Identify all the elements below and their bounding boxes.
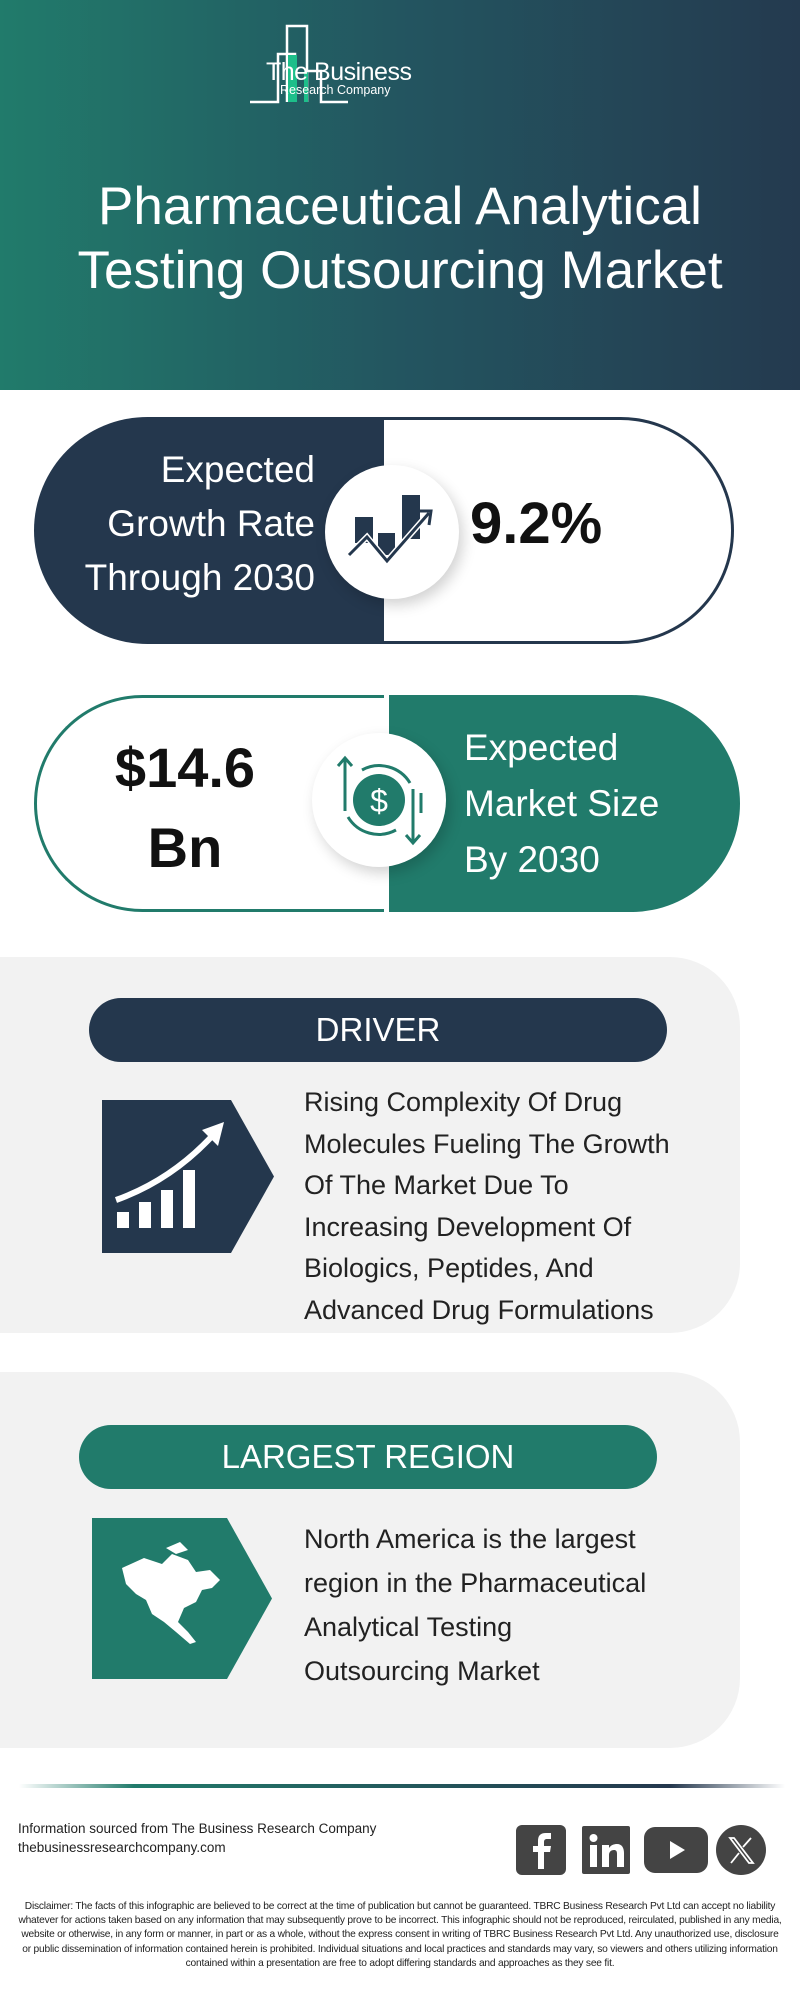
disclaimer-text: Disclaimer: The facts of this infographi… — [18, 1901, 782, 1969]
growth-rate-value: 9.2% — [470, 491, 603, 556]
driver-description: Rising Complexity Of Drug Molecules Fuel… — [304, 1082, 724, 1331]
market-size-label-line: Market Size — [464, 783, 660, 824]
driver-text-line: Of The Market Due To — [304, 1170, 569, 1200]
market-size-label-block — [389, 695, 740, 912]
growth-label-line: Growth Rate — [107, 503, 315, 544]
driver-heading: DRIVER — [89, 998, 667, 1062]
market-size-label-line: Expected — [464, 727, 619, 768]
linkedin-icon[interactable] — [582, 1826, 632, 1876]
x-icon[interactable] — [716, 1825, 766, 1875]
growth-icon-circle — [325, 465, 459, 599]
driver-text-line: Increasing Development Of — [304, 1211, 632, 1242]
youtube-icon[interactable] — [644, 1827, 708, 1873]
region-heading: LARGEST REGION — [79, 1425, 657, 1489]
region-description: North America is the largest region in t… — [304, 1517, 724, 1693]
north-america-map-icon — [122, 1542, 220, 1644]
driver-text-line: Biologics, Peptides, And — [304, 1253, 594, 1283]
growth-label-line: Expected — [160, 449, 315, 490]
source-text: Information sourced from The Business Re… — [18, 1821, 377, 1836]
market-size-icon-circle: $ — [312, 733, 446, 867]
website-link[interactable]: thebusinessresearchcompany.com — [18, 1840, 226, 1855]
driver-text-line: Rising Complexity Of Drug — [304, 1087, 623, 1117]
market-size-label-line: By 2030 — [464, 839, 600, 880]
social-links — [516, 1825, 768, 1877]
footer-divider — [19, 1784, 785, 1788]
region-icon-block — [92, 1518, 272, 1679]
header-banner: The Business Research Company Pharmaceut… — [0, 0, 800, 390]
region-text-line: Outsourcing Market — [304, 1656, 540, 1686]
logo-text-line1: The Business — [266, 58, 412, 86]
market-size-value: $14.6 Bn — [90, 728, 280, 888]
growth-label-line: Through 2030 — [84, 557, 315, 598]
region-text-line: Analytical Testing — [304, 1612, 513, 1642]
region-text-line: North America is the largest — [304, 1524, 636, 1554]
market-size-value-line: Bn — [147, 816, 223, 879]
driver-text-line: Advanced Drug Formulations — [304, 1294, 654, 1325]
market-size-value-block — [34, 695, 384, 912]
page-title: Pharmaceutical Analytical Testing Outsou… — [0, 175, 800, 303]
growth-label: Expected Growth Rate Through 2030 — [55, 443, 315, 605]
chart-growth-icon — [346, 495, 433, 566]
title-line-2: Testing Outsourcing Market — [77, 241, 723, 300]
facebook-icon[interactable] — [516, 1825, 566, 1875]
region-text-line: region in the Pharmaceutical — [304, 1568, 647, 1598]
company-logo-icon — [250, 24, 348, 104]
market-size-label: Expected Market Size By 2030 — [464, 720, 659, 888]
logo-text-line2: Research Company — [280, 83, 391, 97]
driver-icon-block — [102, 1100, 274, 1253]
svg-text:$: $ — [370, 783, 388, 819]
title-line-1: Pharmaceutical Analytical — [98, 177, 702, 236]
rising-bar-chart-icon — [114, 1122, 224, 1228]
driver-text-line: Molecules Fueling The Growth — [304, 1128, 670, 1159]
growth-value-block — [383, 417, 734, 644]
market-size-value-line: $14.6 — [114, 736, 256, 799]
dollar-exchange-icon: $ — [336, 755, 423, 846]
